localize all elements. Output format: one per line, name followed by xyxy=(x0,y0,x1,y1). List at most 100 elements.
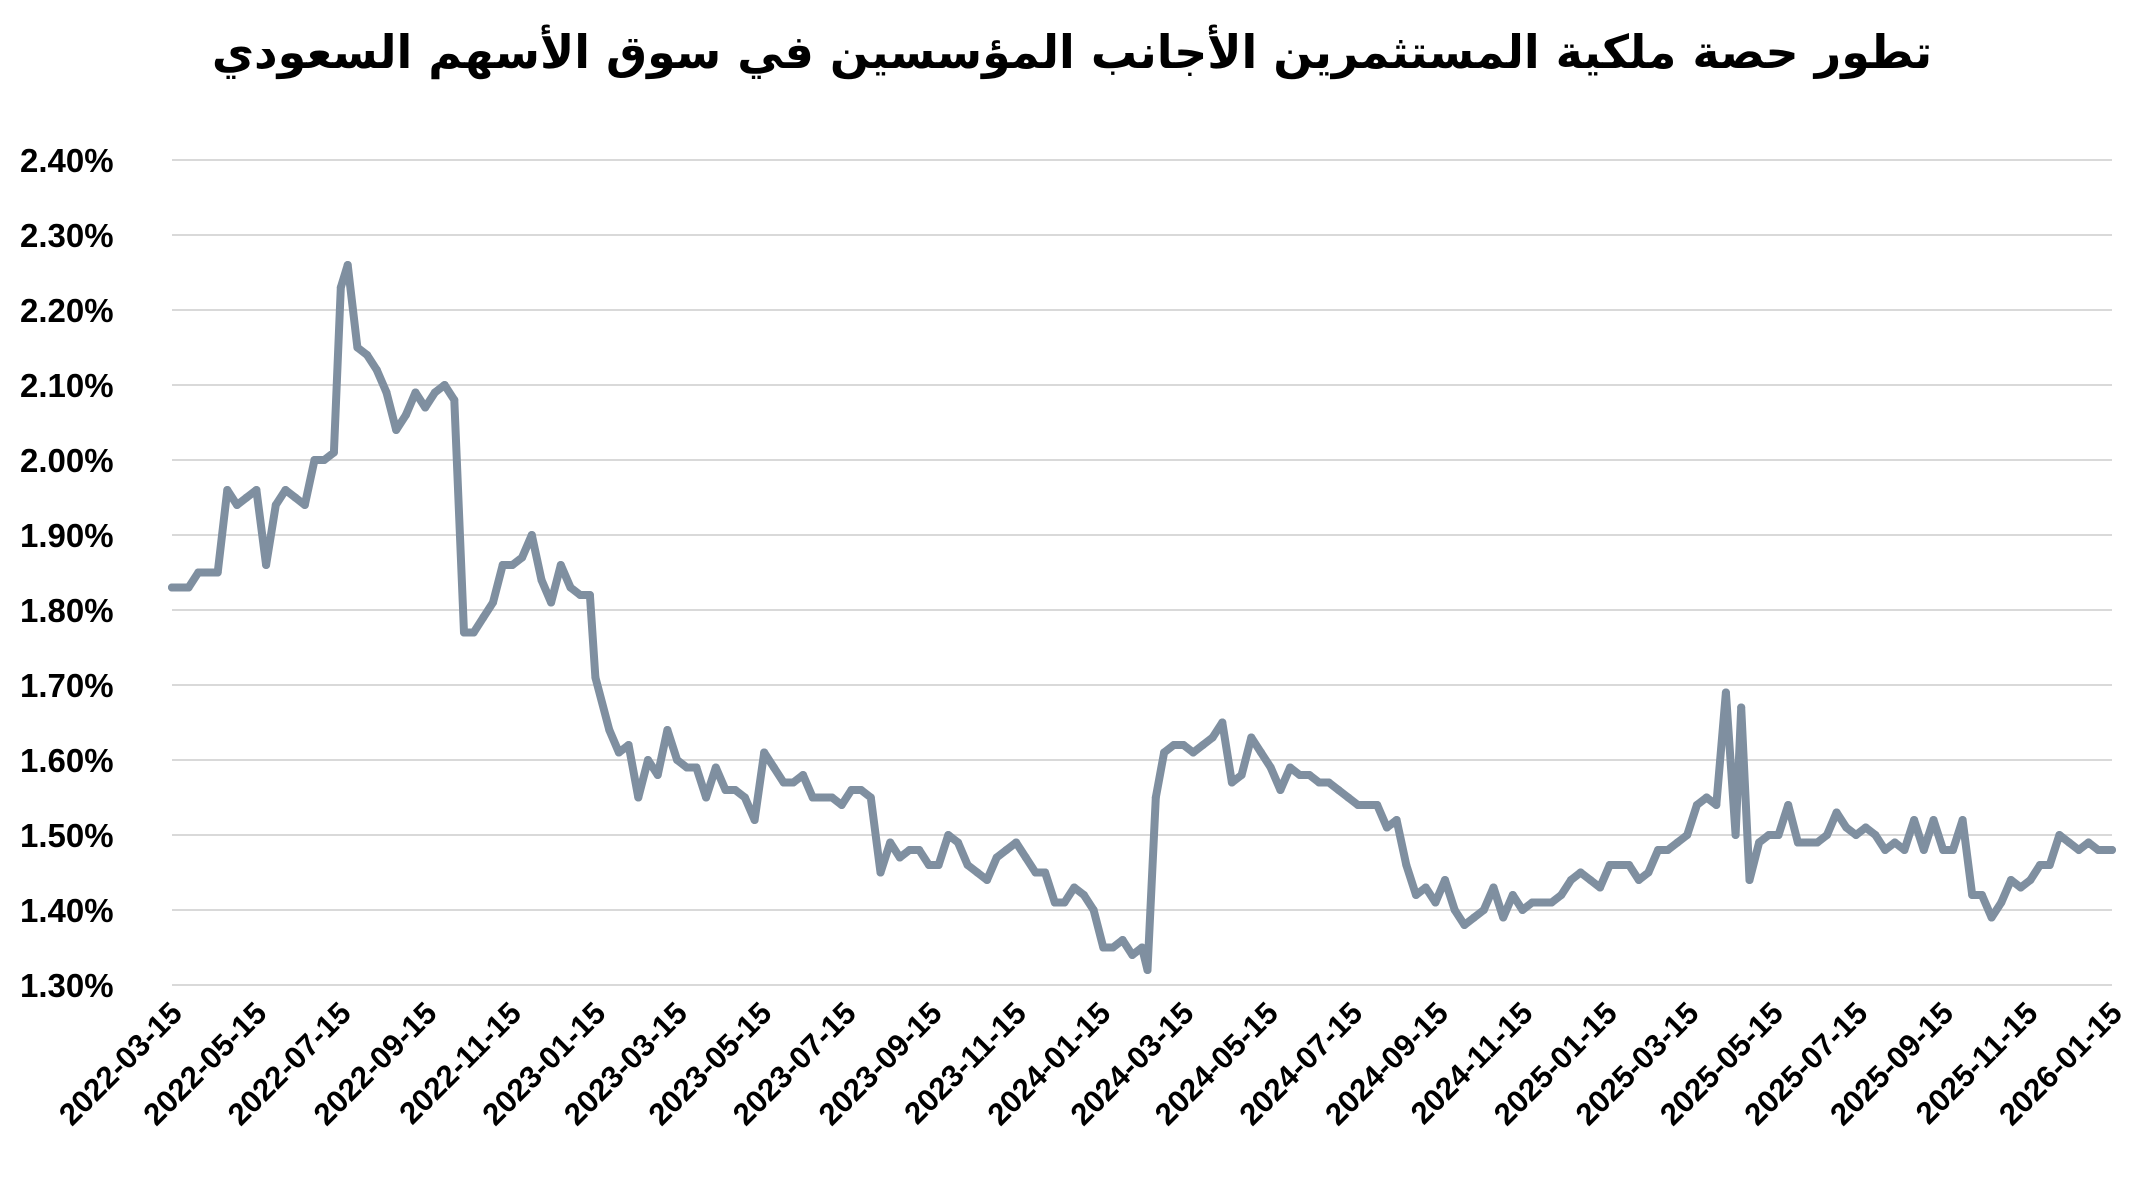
data-point xyxy=(1227,778,1236,787)
data-point xyxy=(1793,838,1802,847)
data-point xyxy=(1764,831,1773,839)
data-point xyxy=(837,801,846,809)
data-point xyxy=(401,411,410,419)
data-point xyxy=(1537,898,1546,907)
data-point xyxy=(300,501,309,509)
data-point xyxy=(518,553,527,562)
data-point xyxy=(924,861,933,869)
data-point xyxy=(1499,913,1508,922)
data-point xyxy=(702,793,711,802)
data-point xyxy=(547,598,556,607)
data-point xyxy=(866,793,875,802)
data-point xyxy=(1208,733,1217,742)
data-point xyxy=(1518,906,1527,914)
data-point xyxy=(1012,838,1021,847)
data-point xyxy=(1266,763,1275,772)
data-point xyxy=(291,493,300,502)
data-point xyxy=(1247,733,1256,742)
data-point xyxy=(556,561,565,569)
data-point xyxy=(469,628,478,637)
y-tick-label: 1.60% xyxy=(20,742,114,779)
data-point xyxy=(440,381,449,389)
data-point xyxy=(1050,898,1059,907)
y-tick-label: 1.70% xyxy=(20,667,114,704)
data-point xyxy=(1852,831,1860,839)
data-point xyxy=(1745,876,1754,884)
data-point xyxy=(1755,838,1764,847)
data-point xyxy=(886,838,895,847)
data-point xyxy=(1373,801,1382,809)
data-point xyxy=(983,876,991,884)
data-point xyxy=(537,576,546,584)
data-point xyxy=(1128,951,1137,959)
data-point xyxy=(1392,816,1401,824)
data-point xyxy=(1644,868,1653,877)
data-point xyxy=(233,501,241,509)
data-point xyxy=(779,778,788,787)
data-point xyxy=(329,448,338,457)
data-point xyxy=(1431,898,1440,907)
y-tick-label: 1.80% xyxy=(20,592,114,629)
data-point xyxy=(1702,793,1711,802)
data-point xyxy=(789,778,798,787)
data-point xyxy=(760,748,769,757)
data-point xyxy=(372,366,381,374)
y-tick-label: 2.40% xyxy=(20,142,114,179)
data-point xyxy=(1179,741,1188,749)
data-point xyxy=(336,283,345,292)
data-point xyxy=(915,846,924,854)
data-point xyxy=(174,583,183,592)
series-line xyxy=(168,261,2116,974)
data-point xyxy=(1031,868,1040,877)
data-point xyxy=(1567,876,1575,884)
data-point xyxy=(2007,876,2015,884)
data-point xyxy=(2084,838,2093,847)
data-point xyxy=(1784,801,1793,809)
data-point xyxy=(1382,823,1391,832)
data-point xyxy=(1737,703,1746,712)
series-layer xyxy=(168,261,2116,974)
y-tick-label: 2.00% xyxy=(20,442,114,479)
data-point xyxy=(591,673,600,682)
data-point xyxy=(1099,943,1108,952)
data-point xyxy=(1576,868,1585,877)
data-point xyxy=(450,396,459,404)
data-point xyxy=(1977,891,1986,899)
data-point xyxy=(1089,906,1098,914)
data-point xyxy=(605,726,614,734)
data-point xyxy=(1479,906,1488,914)
y-tick-label: 2.20% xyxy=(20,292,114,329)
data-point xyxy=(663,726,672,734)
data-point xyxy=(1363,801,1372,809)
data-point xyxy=(1041,868,1050,877)
data-point xyxy=(1412,891,1420,899)
data-point xyxy=(1803,838,1812,847)
data-point xyxy=(1654,846,1663,854)
data-point xyxy=(954,838,962,847)
data-point xyxy=(1813,838,1822,847)
data-point xyxy=(1060,898,1069,907)
data-point xyxy=(799,771,807,779)
data-point xyxy=(740,793,749,802)
data-point xyxy=(213,568,222,577)
data-point xyxy=(1900,846,1909,854)
data-point xyxy=(1002,846,1011,854)
data-point xyxy=(1421,883,1430,892)
data-point xyxy=(934,861,943,869)
data-point xyxy=(1832,808,1841,817)
data-point xyxy=(382,388,391,397)
data-point xyxy=(905,846,914,854)
data-point xyxy=(2026,876,2035,884)
data-point xyxy=(1731,831,1740,839)
data-point xyxy=(750,816,759,824)
data-point xyxy=(2036,861,2044,869)
data-point xyxy=(1774,831,1783,839)
data-point xyxy=(566,583,575,592)
data-point xyxy=(614,748,623,757)
data-point xyxy=(2045,861,2054,869)
data-point xyxy=(818,793,827,802)
data-point xyxy=(1596,883,1604,892)
data-point xyxy=(2016,883,2025,892)
data-point xyxy=(973,868,982,877)
